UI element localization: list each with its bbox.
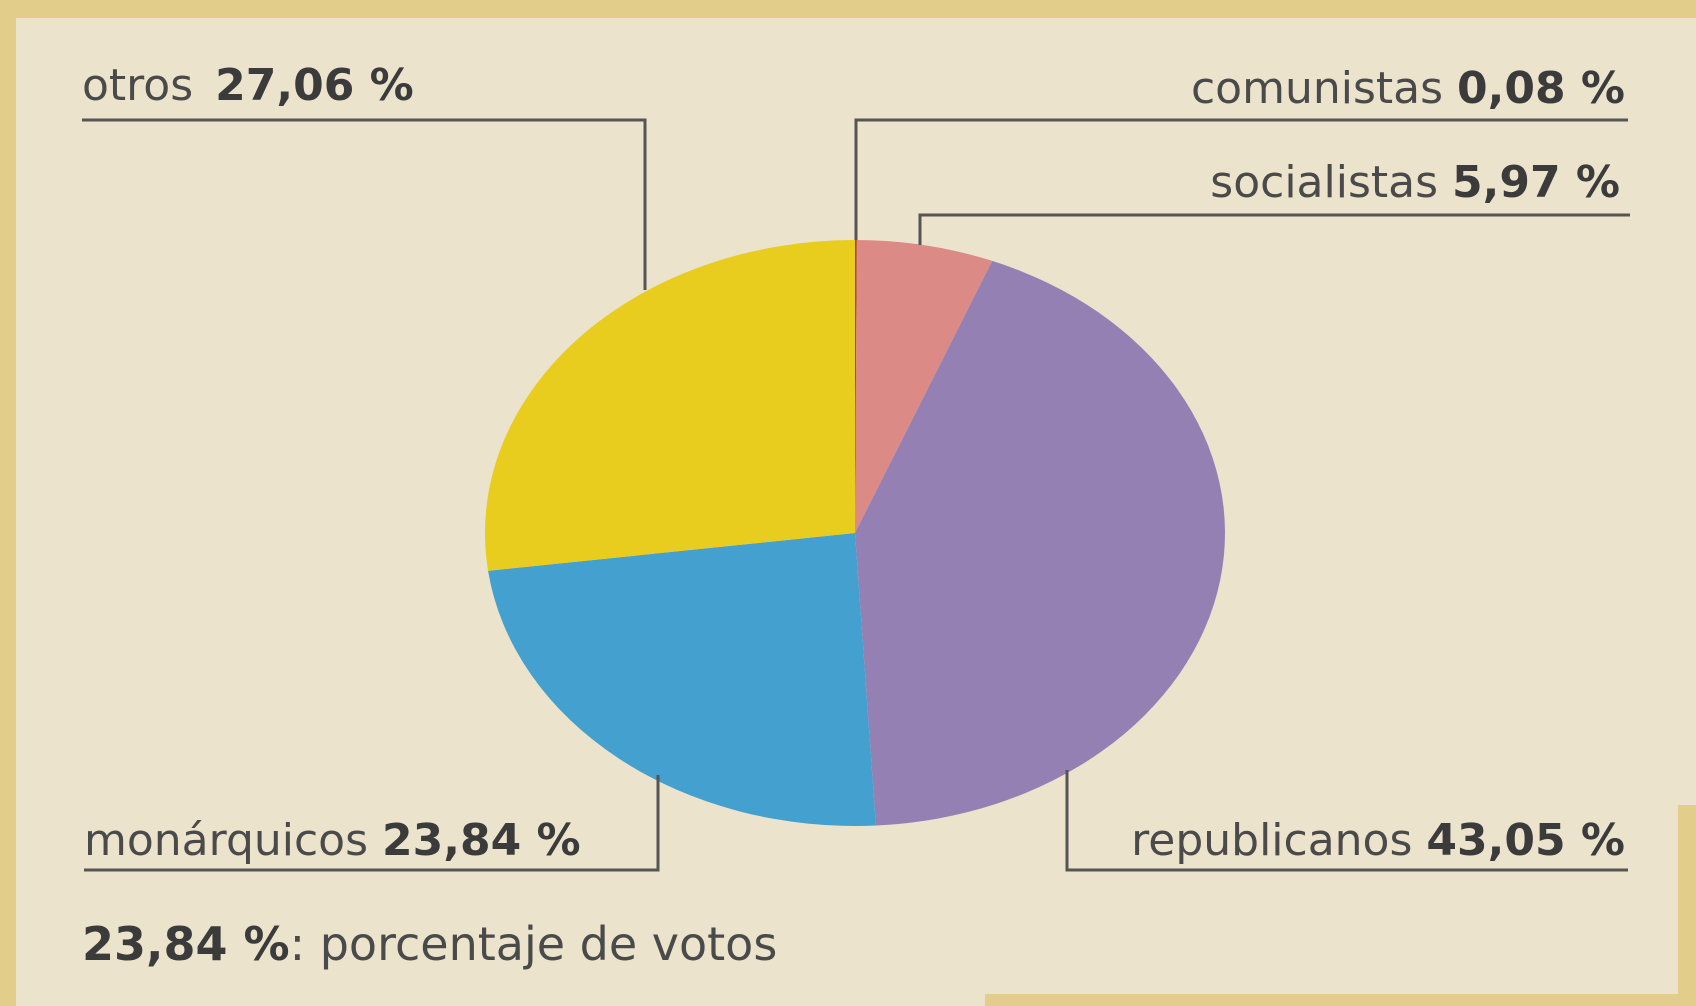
- leader-line-otros: [82, 118, 647, 290]
- footnote: 23,84 %: porcentaje de votos: [82, 917, 777, 971]
- label-monarquicos-name: monárquicos: [84, 815, 368, 866]
- frame-bottom-right: [985, 994, 1696, 1006]
- frame-top: [0, 0, 1696, 18]
- pie-slice-otros: [484, 240, 855, 571]
- label-comunistas: comunistas 0,08 %: [1191, 63, 1625, 114]
- label-otros: otros 27,06 %: [82, 60, 414, 111]
- frame-right-lower: [1678, 805, 1696, 1006]
- leader-line-republicanos: [1065, 770, 1628, 872]
- label-republicanos-value: 43,05 %: [1426, 815, 1625, 866]
- pie-slices: [484, 239, 1225, 826]
- pie-slice-socialistas: [855, 240, 993, 533]
- label-monarquicos: monárquicos 23,84 %: [84, 815, 581, 866]
- leader-lines: [82, 118, 1630, 872]
- label-socialistas: socialistas 5,97 %: [1210, 157, 1620, 208]
- label-otros-value: 27,06 %: [215, 60, 414, 111]
- footnote-text: : porcentaje de votos: [290, 917, 778, 971]
- leader-line-socialistas: [918, 213, 1630, 245]
- footnote-value: 23,84 %: [82, 917, 290, 971]
- label-socialistas-name: socialistas: [1210, 157, 1438, 208]
- pie-slice-republicanos: [855, 260, 1225, 826]
- label-otros-name: otros: [82, 60, 193, 111]
- label-comunistas-value: 0,08 %: [1457, 63, 1625, 114]
- label-comunistas-name: comunistas: [1191, 63, 1443, 114]
- label-republicanos-name: republicanos: [1131, 815, 1412, 866]
- label-republicanos: republicanos 43,05 %: [1131, 815, 1625, 866]
- label-monarquicos-value: 23,84 %: [382, 815, 581, 866]
- pie-slice-monarquicos: [488, 533, 876, 826]
- leader-line-monarquicos: [84, 775, 660, 872]
- pie-slice-comunistas: [855, 239, 857, 533]
- frame-left: [0, 0, 16, 1006]
- leader-line-comunistas: [854, 118, 1628, 240]
- label-socialistas-value: 5,97 %: [1452, 157, 1620, 208]
